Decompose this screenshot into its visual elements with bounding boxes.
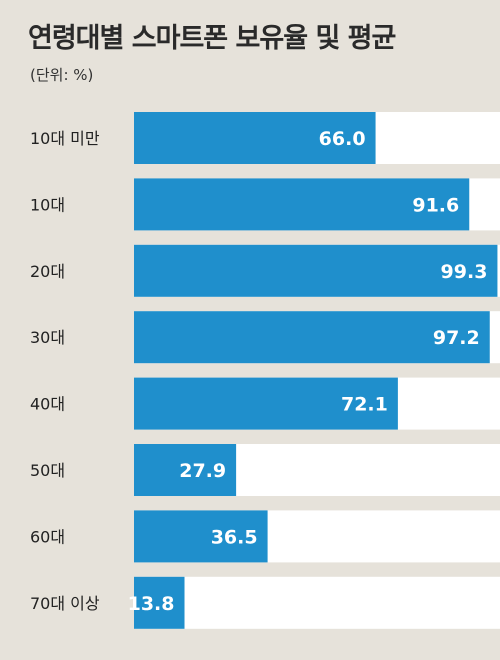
unit-label: (단위: %) [30,66,94,84]
category-label: 50대 [30,461,65,480]
category-label: 10대 미만 [30,129,100,148]
bar [134,377,398,430]
value-label: 97.2 [433,327,480,349]
category-label: 30대 [30,328,65,347]
value-label: 13.8 [128,593,175,615]
value-label: 91.6 [412,194,459,216]
category-label: 70대 이상 [30,594,100,613]
category-label: 10대 [30,195,65,214]
value-label: 36.5 [211,526,258,548]
bar [134,311,490,364]
bar [134,244,498,297]
value-label: 72.1 [341,394,388,416]
value-label: 99.3 [441,261,488,283]
bar [134,178,470,231]
value-label: 27.9 [179,460,226,482]
category-label: 40대 [30,395,65,414]
chart-title: 연령대별 스마트폰 보유율 및 평균 [28,23,396,54]
category-label: 60대 [30,527,65,546]
category-label: 20대 [30,262,65,281]
bar [134,576,185,629]
bar [134,112,376,164]
bar-track [134,576,500,629]
value-label: 66.0 [319,128,366,150]
bar [134,510,268,563]
bar [134,444,237,496]
